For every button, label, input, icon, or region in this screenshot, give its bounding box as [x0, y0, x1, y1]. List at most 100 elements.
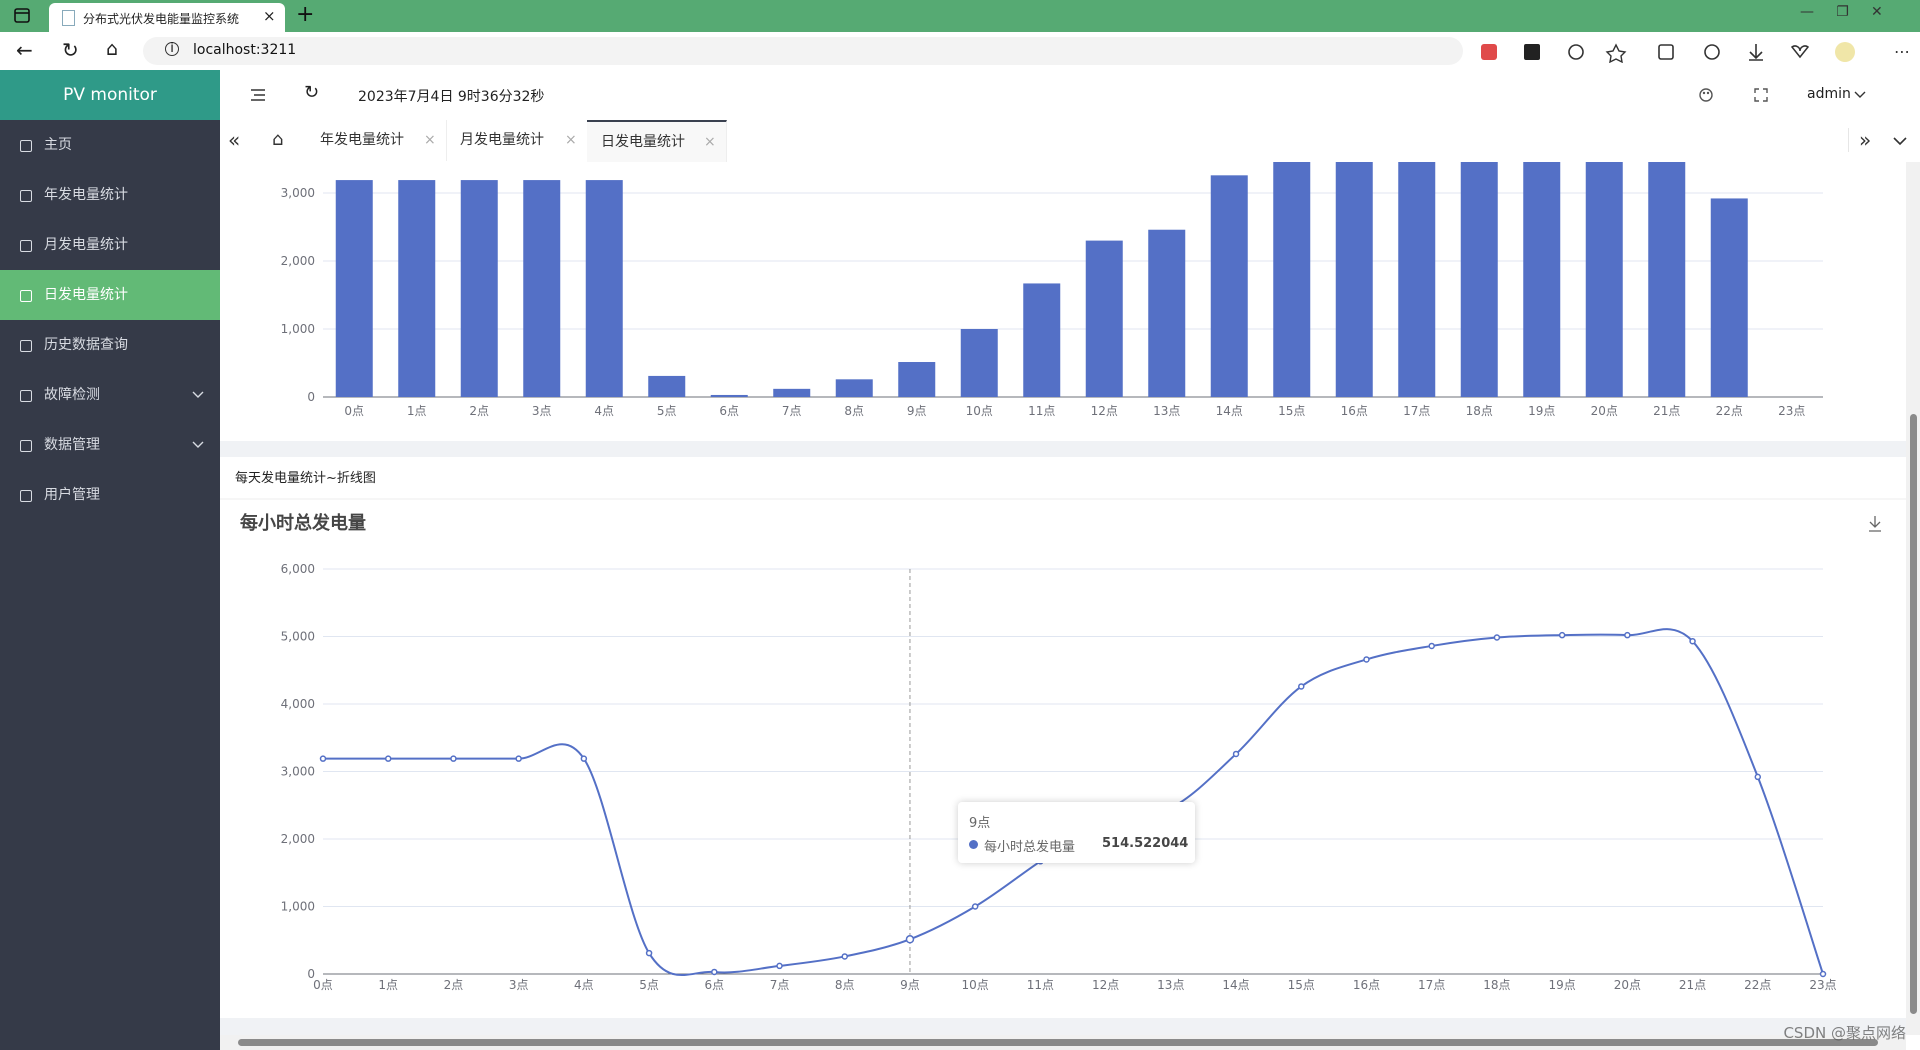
line-point — [1363, 656, 1370, 663]
x-tick-label: 6点 — [719, 404, 739, 418]
x-tick-label: 20点 — [1614, 978, 1641, 992]
page-tab-label: 日发电量统计 — [601, 134, 685, 150]
line-point — [1232, 750, 1240, 758]
line-point — [1689, 637, 1696, 645]
theme-button[interactable] — [1698, 87, 1714, 103]
bar — [1460, 162, 1498, 398]
bar — [460, 180, 498, 397]
y-tick-label: 1,000 — [281, 900, 315, 914]
menu-label: 月发电量统计 — [44, 237, 128, 253]
menu-item[interactable]: 月发电量统计 — [0, 220, 220, 270]
line-point — [776, 962, 783, 970]
page-tab[interactable]: 日发电量统计 × — [587, 120, 727, 163]
y-tick-label: 0 — [307, 390, 315, 404]
y-tick-label: 1,000 — [281, 322, 315, 336]
menu-item[interactable]: 历史数据查询 — [0, 320, 220, 370]
page-tab-close[interactable]: × — [565, 132, 577, 148]
x-tick-label: 22点 — [1744, 978, 1771, 992]
y-tick-label: 3,000 — [281, 186, 315, 200]
menu-item[interactable]: 数据管理 — [0, 420, 220, 470]
browser-tab[interactable]: 分布式光伏发电能量监控系统 × — [49, 3, 285, 32]
bar — [335, 180, 373, 397]
line-point — [1428, 642, 1435, 650]
tab-close[interactable]: × — [263, 7, 276, 25]
tabs-dropdown[interactable] — [1892, 135, 1908, 147]
bar — [1210, 175, 1248, 397]
bar-chart: 0 1,000 2,000 3,000 0点 1点 2点 3点 4点 5点 6点 7点 8点 9点 10点 1… — [220, 162, 1906, 441]
window-controls[interactable]: — ❐ ✕ — [1800, 4, 1883, 20]
page-tab[interactable]: 月发电量统计 × — [446, 120, 588, 161]
url-text: localhost:3211 — [193, 42, 297, 58]
bar — [1398, 162, 1436, 398]
line-point — [1819, 970, 1827, 978]
x-tick-label: 10点 — [962, 978, 989, 992]
x-tick-label: 7点 — [770, 978, 790, 992]
menu-item[interactable]: 年发电量统计 — [0, 170, 220, 220]
x-tick-label: 14点 — [1222, 978, 1249, 992]
y-tick-label: 5,000 — [281, 630, 315, 644]
x-tick-label: 3点 — [532, 404, 552, 418]
tabs-scroll-right[interactable]: » — [1848, 128, 1871, 152]
home-tab[interactable]: ⌂ — [272, 129, 284, 150]
x-tick-label: 17点 — [1403, 404, 1430, 418]
address-bar-row: ← ↻ ⌂ i localhost:3211 ⋯ — [0, 32, 1920, 71]
horizontal-scrollbar[interactable] — [220, 1035, 1906, 1050]
x-tick-label: 8点 — [844, 404, 864, 418]
home-button[interactable]: ⌂ — [106, 38, 119, 60]
menu-item[interactable]: 主页 — [0, 120, 220, 170]
menu-expand-arrow — [192, 441, 204, 448]
y-tick-label: 3,000 — [281, 765, 315, 779]
browser-toolbar-icons[interactable]: ⋯ — [1470, 41, 1910, 63]
bar — [1023, 283, 1061, 397]
svg-text:⋯: ⋯ — [1894, 42, 1910, 61]
line-point — [384, 755, 392, 762]
line-chart: 每天发电量统计~折线图 每小时总发电量 0 1,000 2,000 3,000 4,00… — [220, 457, 1906, 1018]
user-menu[interactable]: admin — [1807, 86, 1851, 102]
tab-actions-icon[interactable] — [14, 8, 30, 24]
bar — [1148, 229, 1186, 397]
favicon — [62, 10, 75, 26]
x-tick-label: 4点 — [594, 404, 614, 418]
user-menu-arrow[interactable] — [1854, 90, 1866, 100]
x-tick-label: 17点 — [1418, 978, 1445, 992]
x-tick-label: 9点 — [907, 404, 927, 418]
x-tick-label: 16点 — [1353, 978, 1380, 992]
back-button[interactable]: ← — [16, 38, 33, 62]
x-tick-label: 14点 — [1216, 404, 1243, 418]
page-tab-label: 年发电量统计 — [320, 132, 404, 148]
download-button[interactable] — [1869, 516, 1881, 532]
line-point — [1493, 634, 1501, 641]
x-tick-label: 20点 — [1591, 404, 1618, 418]
page-tab-close[interactable]: × — [424, 132, 436, 148]
x-tick-label: 1点 — [407, 404, 427, 418]
tabs-scroll-left[interactable]: « — [228, 128, 241, 152]
tab-bar: « ⌂ » 年发电量统计 × 月发电量统计 × 日发电量统计 × — [220, 120, 1920, 163]
y-tick-label: 2,000 — [281, 832, 315, 846]
x-tick-label: 1点 — [378, 978, 398, 992]
vertical-scrollbar[interactable] — [1906, 162, 1920, 1035]
line-point — [1754, 773, 1762, 781]
x-tick-label: 0点 — [313, 978, 333, 992]
tab-title: 分布式光伏发电能量监控系统 — [83, 12, 240, 26]
menu-item[interactable]: 用户管理 — [0, 470, 220, 520]
reload-button[interactable]: ↻ — [62, 38, 79, 62]
tooltip-marker — [969, 840, 978, 849]
top-header: ↻ 2023年7月4日 9时36分32秒 admin — [220, 70, 1920, 121]
x-tick-label: 10点 — [966, 404, 993, 418]
fullscreen-button[interactable] — [1753, 87, 1769, 103]
menu-toggle[interactable] — [250, 88, 266, 102]
bar — [898, 362, 936, 397]
watermark: CSDN @聚点网络 — [1783, 1024, 1906, 1042]
menu-item[interactable]: 日发电量统计 — [0, 270, 220, 320]
menu-item[interactable]: 故障检测 — [0, 370, 220, 420]
x-tick-label: 21点 — [1679, 978, 1706, 992]
new-tab[interactable]: + — [296, 2, 315, 27]
line-point — [711, 968, 718, 976]
x-tick-label: 11点 — [1028, 404, 1055, 418]
line-point — [319, 755, 327, 762]
page-tab[interactable]: 年发电量统计 × — [306, 120, 447, 161]
refresh-button[interactable]: ↻ — [304, 82, 320, 103]
menu-label: 历史数据查询 — [44, 337, 128, 353]
page-tab-close[interactable]: × — [704, 134, 716, 150]
url-field[interactable]: i localhost:3211 — [143, 37, 1463, 65]
